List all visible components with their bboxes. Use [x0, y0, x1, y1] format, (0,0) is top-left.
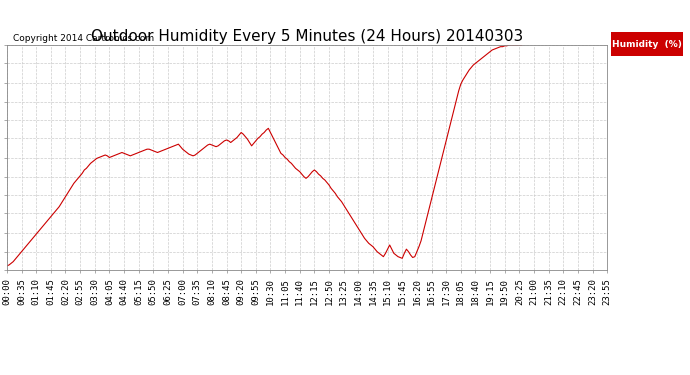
- Text: Copyright 2014 Cartronics.com: Copyright 2014 Cartronics.com: [13, 34, 154, 43]
- Title: Outdoor Humidity Every 5 Minutes (24 Hours) 20140303: Outdoor Humidity Every 5 Minutes (24 Hou…: [91, 29, 523, 44]
- Text: Humidity  (%): Humidity (%): [612, 40, 682, 49]
